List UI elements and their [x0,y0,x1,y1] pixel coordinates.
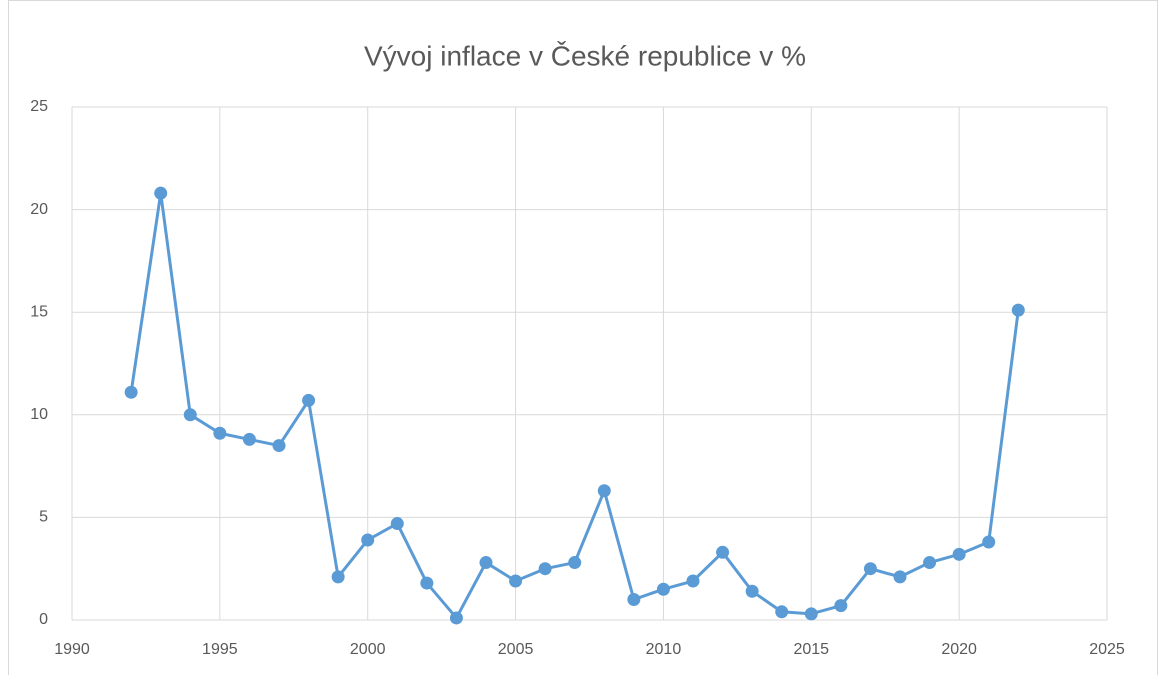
data-point [242,432,256,446]
y-tick-label: 15 [30,303,48,320]
y-tick-label: 25 [30,98,48,115]
y-tick-label: 20 [30,201,48,218]
data-point [479,556,493,570]
data-point [568,556,582,570]
data-point [449,611,463,625]
data-point [597,484,611,498]
data-point [627,592,641,606]
data-point [863,562,877,576]
data-point [775,605,789,619]
x-tick-label: 2010 [646,641,682,658]
y-tick-label: 5 [39,509,48,526]
data-point [982,535,996,549]
data-point [538,562,552,576]
chart-frame [8,0,1158,680]
data-point [124,385,138,399]
data-point [272,439,286,453]
data-point [716,545,730,559]
x-tick-label: 2015 [793,641,829,658]
data-point [331,570,345,584]
x-tick-label: 2005 [498,641,534,658]
data-point [745,584,759,598]
data-point [213,426,227,440]
x-tick-label: 1990 [54,641,90,658]
x-tick-label: 2020 [941,641,977,658]
data-point [183,408,197,422]
data-point [834,599,848,613]
data-point [509,574,523,588]
data-point [656,582,670,596]
data-point [302,393,316,407]
x-tick-label: 1995 [202,641,238,658]
data-point [361,533,375,547]
data-point [952,547,966,561]
x-tick-label: 2025 [1089,641,1125,658]
data-point [893,570,907,584]
data-point [154,186,168,200]
data-point [686,574,700,588]
data-point [420,576,434,590]
data-point [804,607,818,621]
data-point [923,556,937,570]
y-tick-label: 10 [30,406,48,423]
y-tick-label: 0 [39,611,48,628]
data-point [390,517,404,531]
x-tick-label: 2000 [350,641,386,658]
data-point [1011,303,1025,317]
chart-title: Vývoj inflace v České republice v % [364,40,806,71]
